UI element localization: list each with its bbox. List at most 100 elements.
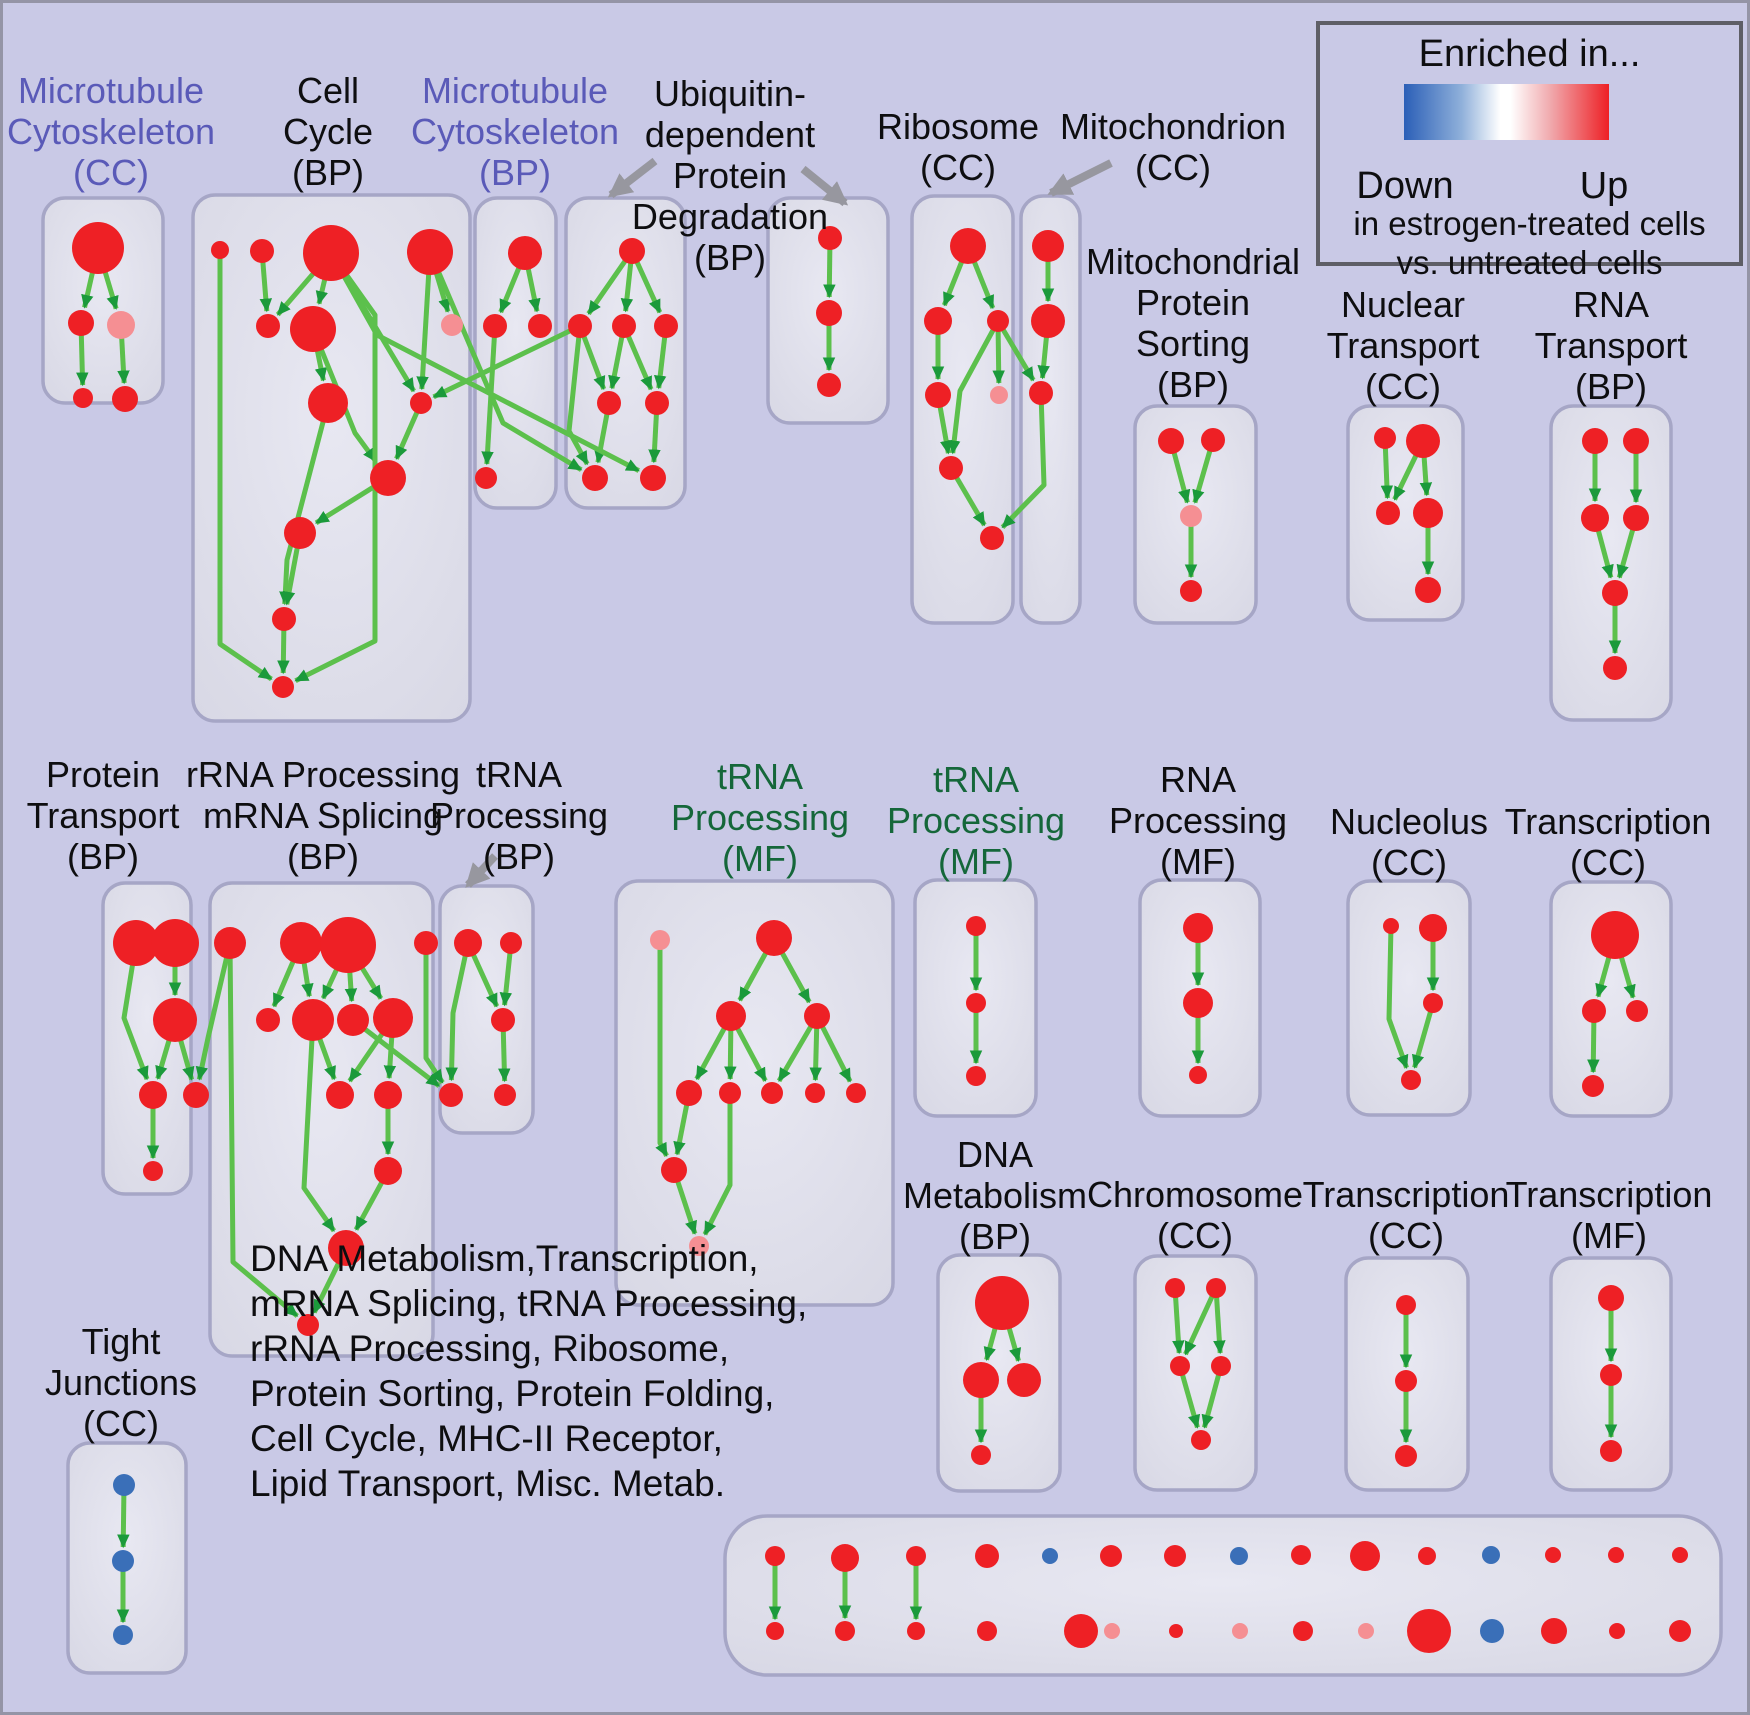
misc-metabolism-strip-node <box>1042 1548 1058 1564</box>
label-pointer-arrow <box>607 157 658 199</box>
microtubule-cytoskeleton-bp-node <box>508 236 542 270</box>
label-pointer-arrow <box>465 853 498 888</box>
trna-processing-mf-large-node <box>676 1080 702 1106</box>
dna-metabolism-bp-node <box>1007 1363 1041 1397</box>
misc-metabolism-strip-node <box>977 1621 997 1641</box>
rrna-processing-mrna-splicing-bp-node <box>214 927 246 959</box>
cross-cluster-edge <box>427 251 583 472</box>
cell-cycle-bp-edge <box>310 328 378 463</box>
microtubule-cytoskeleton-bp-node <box>475 467 497 489</box>
legend-up-label: Up <box>1579 165 1629 207</box>
cell-cycle-bp-node <box>256 314 280 338</box>
misc-metabolism-strip-node <box>1672 1547 1688 1563</box>
trna-processing-bp-node <box>494 1084 516 1106</box>
mitochondrial-protein-sorting-bp-node <box>1158 428 1184 454</box>
tight-junctions-cc-node <box>113 1625 133 1645</box>
nuclear-transport-cc-box <box>1346 404 1465 622</box>
legend-subtitle-1: in estrogen-treated cells <box>1353 205 1706 242</box>
trna-processing-mf-small-node <box>966 1066 986 1086</box>
rna-transport-bp-node <box>1582 428 1608 454</box>
ubiquitin-dependent-protein-degradation-bp-node <box>645 391 669 415</box>
legend-gradient-bar <box>1404 84 1609 140</box>
trna-processing-mf-large-node <box>805 1083 825 1103</box>
misc-metabolism-strip-node <box>765 1546 785 1566</box>
trna-processing-bp-node <box>500 932 522 954</box>
cross-cluster-edge <box>432 323 582 400</box>
rrna-processing-mrna-splicing-bp-edge <box>227 942 299 1318</box>
trna-processing-mf-large-node <box>719 1082 741 1104</box>
ribosome-cc-node <box>987 310 1009 332</box>
ubiquitin-dependent-protein-degradation-bp-node <box>619 238 645 264</box>
cross-cluster-edge <box>328 251 640 473</box>
protein-transport-bp-node <box>143 1161 163 1181</box>
rrna-processing-mrna-splicing-bp-node <box>326 1081 354 1109</box>
nucleolus-cc-node <box>1401 1070 1421 1090</box>
misc-metabolism-strip-node <box>1350 1541 1380 1571</box>
rna-transport-bp-node <box>1581 504 1609 532</box>
nucleolus-cc-node <box>1383 918 1399 934</box>
rrna-processing-mrna-splicing-bp-node <box>297 1314 319 1336</box>
rna-transport-bp-node <box>1623 505 1649 531</box>
rrna-processing-mrna-splicing-bp-node <box>256 1008 280 1032</box>
misc-metabolism-strip-node <box>1100 1545 1122 1567</box>
dna-metabolism-bp-box <box>936 1253 1062 1493</box>
chromosome-cc-node <box>1206 1278 1226 1298</box>
misc-metabolism-strip-node <box>1418 1547 1436 1565</box>
chromosome-cc-edge <box>1177 1365 1201 1429</box>
cell-cycle-bp-node <box>211 241 229 259</box>
microtubule-cytoskeleton-cc-node <box>107 311 135 339</box>
transcription-cc-row2-node <box>1582 999 1606 1023</box>
ribosome-cc-node <box>925 382 951 408</box>
misc-metabolism-strip-node <box>1230 1547 1248 1565</box>
dna-metabolism-bp-node <box>963 1362 999 1398</box>
tight-junctions-cc-node <box>113 1474 135 1496</box>
rrna-processing-mrna-splicing-bp-node <box>374 1081 402 1109</box>
nucleolus-cc-node <box>1423 993 1443 1013</box>
rna-processing-mf-node <box>1183 913 1213 943</box>
trna-processing-mf-small-node <box>966 916 986 936</box>
nuclear-transport-cc-node <box>1413 498 1443 528</box>
misc-metabolism-strip-node <box>1104 1623 1120 1639</box>
cell-cycle-bp-node <box>290 306 336 352</box>
misc-metabolism-strip-node <box>766 1622 784 1640</box>
ubiquitin-dependent-protein-degradation-bp-node <box>612 314 636 338</box>
misc-metabolism-strip-node <box>831 1544 859 1572</box>
protein-transport-bp-node <box>183 1082 209 1108</box>
ubiquitin-dependent-protein-degradation-bp-node <box>816 300 842 326</box>
misc-metabolism-strip-node <box>835 1621 855 1641</box>
protein-transport-bp-node <box>153 998 197 1042</box>
rna-transport-bp-node <box>1603 656 1627 680</box>
cell-cycle-bp-node <box>410 392 432 414</box>
misc-metabolism-strip-node <box>1482 1546 1500 1564</box>
microtubule-cytoskeleton-cc-node <box>112 386 138 412</box>
cross-cluster-edge <box>995 319 1036 382</box>
misc-metabolism-strip-node <box>907 1622 925 1640</box>
label-pointer-arrow <box>1047 159 1113 197</box>
rna-transport-bp-box <box>1549 404 1673 722</box>
protein-transport-bp-node <box>151 919 199 967</box>
transcription-cc-row2-node <box>1591 911 1639 959</box>
rrna-processing-mrna-splicing-bp-node <box>292 999 334 1041</box>
transcription-mf-node <box>1600 1440 1622 1462</box>
rrna-processing-mrna-splicing-bp-node <box>328 1230 364 1266</box>
misc-metabolism-strip-node <box>1164 1545 1186 1567</box>
trna-processing-bp-node <box>491 1008 515 1032</box>
ubiquitin-dependent-protein-degradation-bp-node <box>597 391 621 415</box>
nucleolus-cc-edge <box>1411 1002 1436 1069</box>
nucleolus-cc-node <box>1419 914 1447 942</box>
misc-metabolism-strip-node <box>1541 1618 1567 1644</box>
misc-metabolism-strip-node <box>1669 1620 1691 1642</box>
microtubule-cytoskeleton-bp-node <box>483 314 507 338</box>
dna-metabolism-bp-node <box>975 1276 1029 1330</box>
chromosome-cc-edge <box>1213 1287 1226 1355</box>
cross-cluster-edge <box>195 942 233 1081</box>
rrna-processing-mrna-splicing-bp-node <box>414 931 438 955</box>
rrna-processing-mrna-splicing-bp-edge <box>301 1019 337 1233</box>
misc-metabolism-strip-node <box>1608 1547 1624 1563</box>
cross-cluster-edge <box>1000 392 1047 530</box>
ribosome-cc-node <box>924 307 952 335</box>
chromosome-cc-edge <box>1201 1365 1224 1429</box>
trna-processing-mf-large-edge <box>655 940 669 1157</box>
cell-cycle-bp-node <box>272 676 294 698</box>
ribosome-cc-node <box>939 456 963 480</box>
